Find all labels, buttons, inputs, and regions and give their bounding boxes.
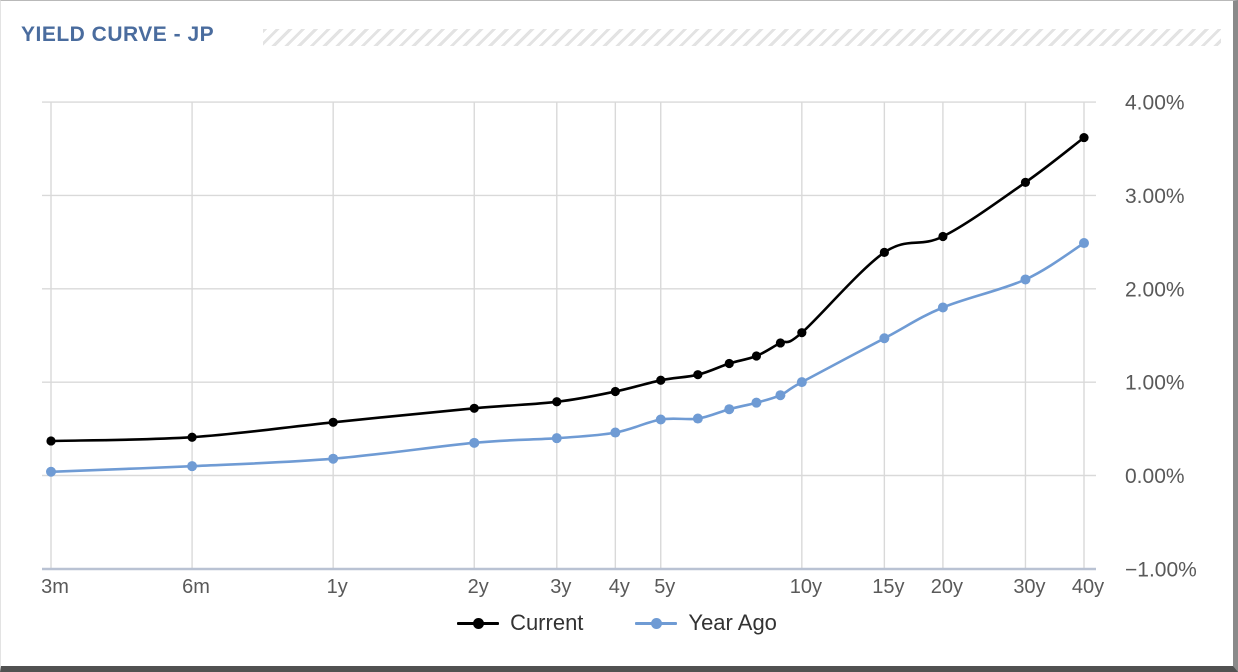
svg-text:5y: 5y xyxy=(654,576,675,598)
svg-text:2y: 2y xyxy=(468,576,489,598)
svg-text:3m: 3m xyxy=(41,576,69,598)
svg-text:30y: 30y xyxy=(1013,576,1045,598)
svg-text:15y: 15y xyxy=(872,576,904,598)
svg-text:3y: 3y xyxy=(550,576,571,598)
page-title: YIELD CURVE - JP xyxy=(21,23,215,46)
svg-text:3.00%: 3.00% xyxy=(1125,185,1185,208)
svg-text:0.00%: 0.00% xyxy=(1125,465,1185,488)
legend-item-current: Current xyxy=(457,610,583,636)
legend-label-current: Current xyxy=(510,610,584,635)
svg-text:1y: 1y xyxy=(327,576,348,598)
legend-item-year-ago: Year Ago xyxy=(635,610,777,636)
svg-text:6m: 6m xyxy=(182,576,210,598)
current-line-marker-icon xyxy=(457,617,500,629)
svg-text:4.00%: 4.00% xyxy=(1125,92,1185,115)
title-hatch-decoration xyxy=(263,29,1221,46)
svg-text:2.00%: 2.00% xyxy=(1125,278,1185,301)
svg-text:10y: 10y xyxy=(790,576,822,598)
yield-curve-chart: 4.00% 3.00% 2.00% 1.00% 0.00% −1.00% 3m 6m 1y 2y 3… xyxy=(41,92,1197,598)
svg-text:−1.00%: −1.00% xyxy=(1125,558,1197,581)
legend-label-year-ago: Year Ago xyxy=(688,610,777,635)
svg-text:20y: 20y xyxy=(931,576,963,598)
svg-text:4y: 4y xyxy=(609,576,630,598)
year-ago-line-marker-icon xyxy=(635,617,678,629)
svg-text:40y: 40y xyxy=(1072,576,1104,598)
chart-legend: Current Year Ago xyxy=(1,605,1233,641)
svg-text:1.00%: 1.00% xyxy=(1125,372,1185,395)
